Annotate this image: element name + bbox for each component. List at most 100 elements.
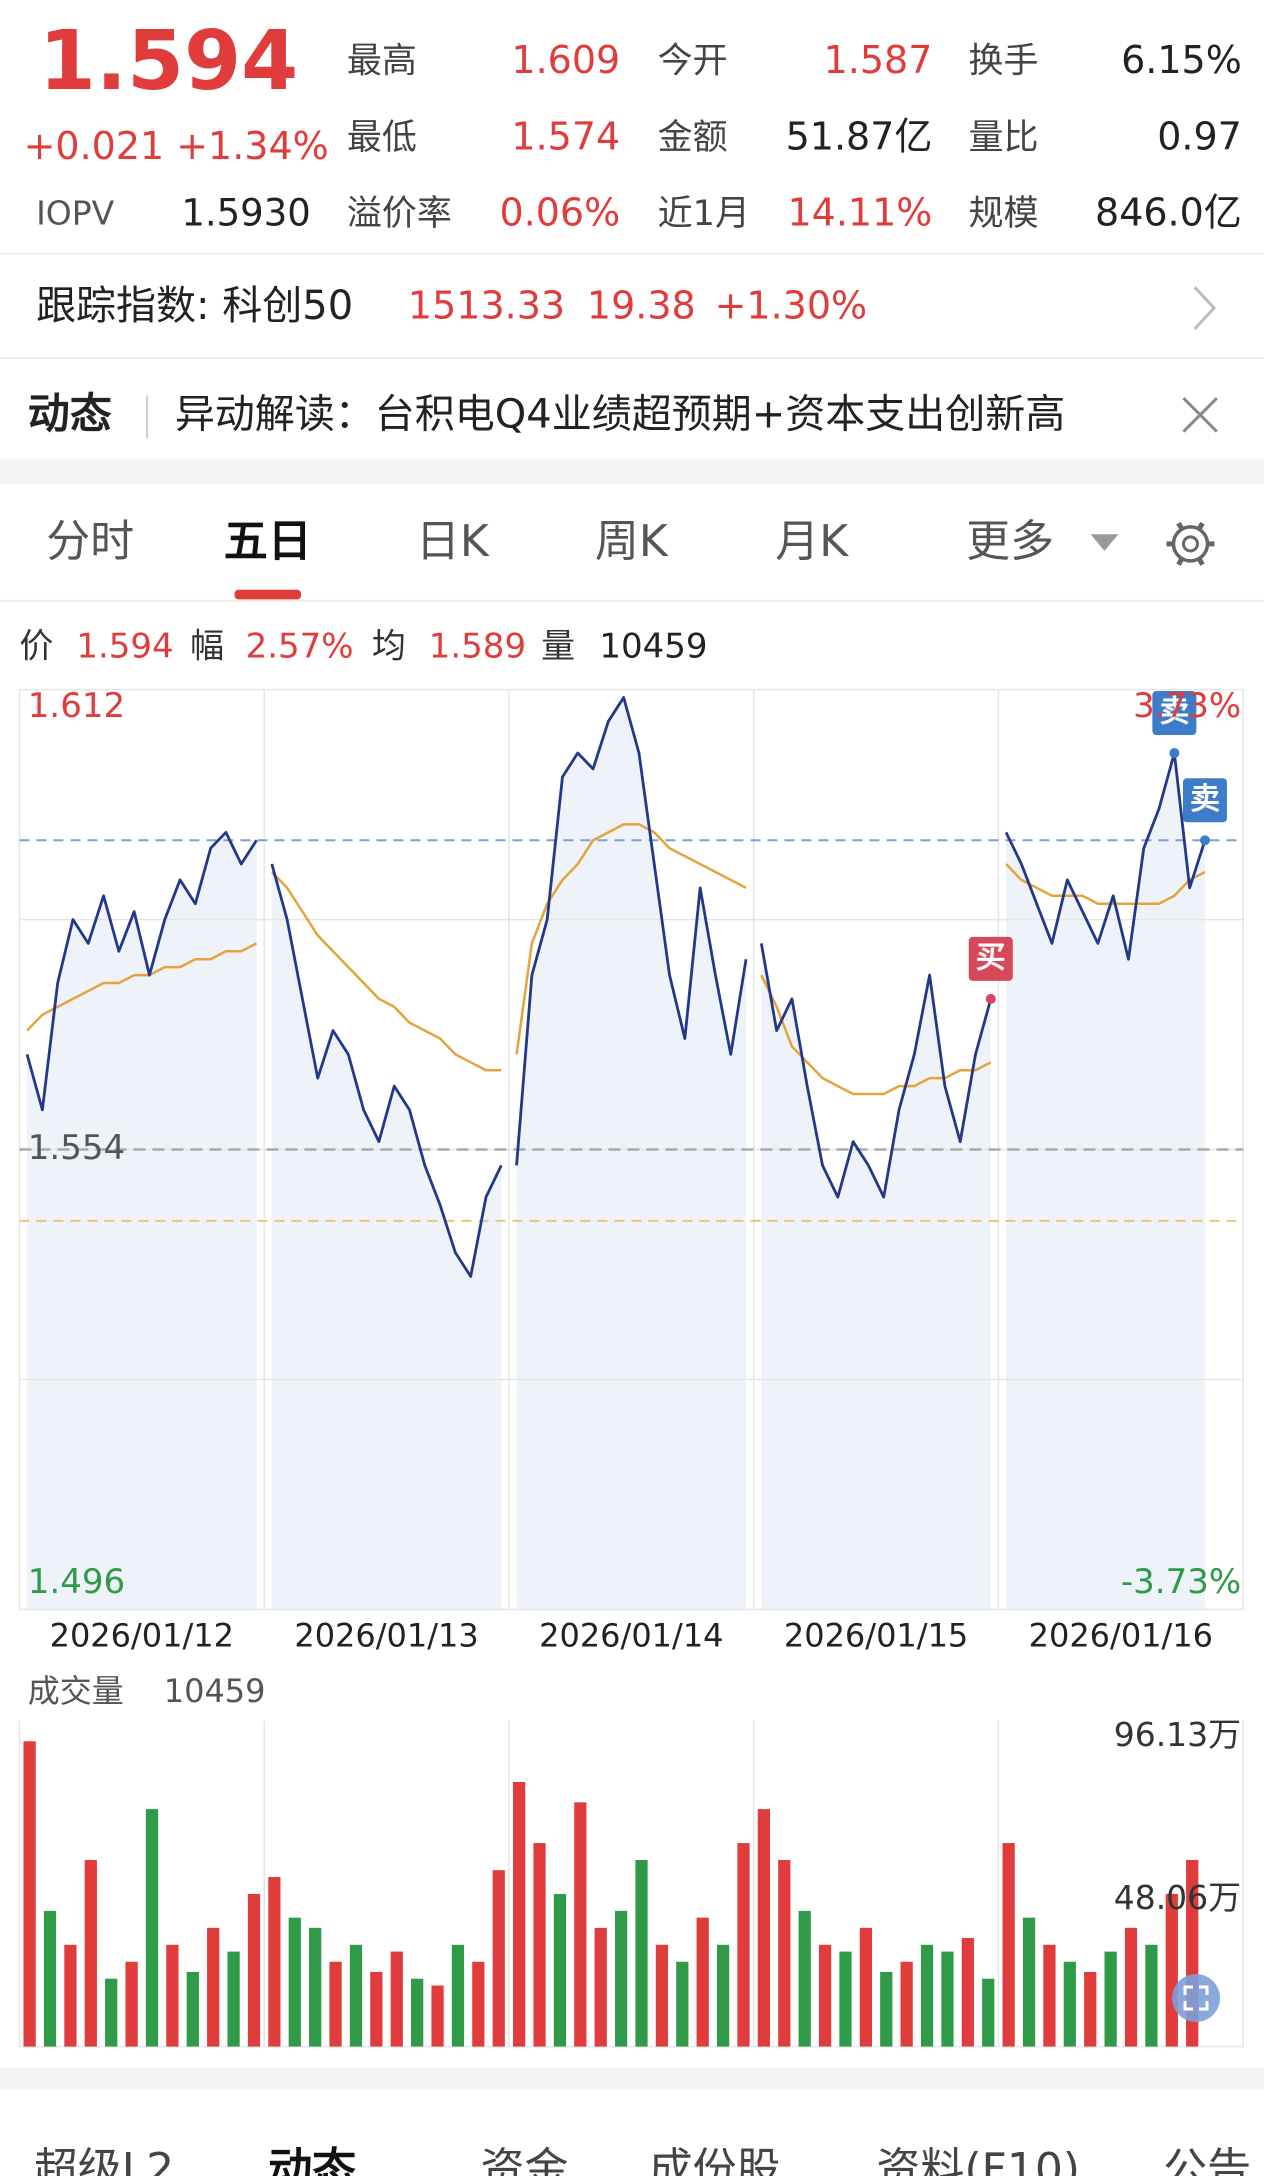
info-value: 2.57%	[246, 626, 354, 666]
settings-icon-core	[1181, 535, 1199, 553]
period-tab[interactable]: 日K	[416, 516, 490, 567]
average-line	[515, 823, 747, 1055]
section-gap	[0, 2067, 1264, 2090]
stat-label: 最高	[347, 41, 417, 81]
news-tag: 动态	[28, 389, 112, 438]
price-change: +0.021	[24, 124, 165, 168]
index-value: 1513.33	[408, 284, 565, 328]
volume-bar	[1043, 1944, 1056, 2047]
index-change: 19.38	[587, 284, 696, 328]
stat-value: 846.0亿	[1095, 191, 1242, 235]
volume-bar	[798, 1910, 811, 2047]
volume-bar	[105, 1978, 118, 2047]
y2-tick-label: -3.73%	[1121, 1562, 1241, 1602]
period-tab[interactable]: 更多	[966, 516, 1054, 567]
volume-tick-label: 48.06万	[1114, 1878, 1241, 1917]
volume-bar	[614, 1910, 628, 2047]
bottom-tab[interactable]: 资料(F10)	[876, 2144, 1080, 2176]
period-tab[interactable]: 五日	[224, 516, 312, 567]
volume-bar	[920, 1944, 934, 2047]
trade-badge[interactable]	[1152, 691, 1197, 736]
average-line	[270, 871, 502, 1072]
period-tab[interactable]: 分时	[46, 516, 134, 567]
volume-bar	[757, 1809, 771, 2047]
volume-bar	[778, 1860, 791, 2047]
fullscreen-button[interactable]	[1172, 1974, 1221, 2022]
stat-label: 溢价率	[347, 194, 452, 234]
stat-value: 0.06%	[499, 191, 620, 235]
info-value: 1.589	[429, 626, 526, 666]
bottom-tab[interactable]: 成份股	[649, 2144, 781, 2176]
volume-bar	[818, 1944, 832, 2047]
y-tick-label: 1.554	[28, 1128, 125, 1168]
fullscreen-icon	[1183, 1985, 1209, 2011]
info-label: 价	[19, 626, 53, 666]
volume-bar	[880, 1971, 893, 2047]
trade-badge-text: 卖	[1190, 782, 1220, 817]
bottom-tab[interactable]: 公告	[1163, 2144, 1251, 2176]
trade-badge-text: 卖	[1159, 695, 1189, 730]
close-icon[interactable]	[1182, 397, 1218, 433]
stat-label: 换手	[968, 41, 1038, 81]
period-tab[interactable]: 周K	[595, 516, 669, 567]
dropdown-triangle[interactable]	[1090, 534, 1119, 551]
stat-label: 最低	[347, 118, 417, 158]
volume-bar	[84, 1860, 97, 2047]
news-text[interactable]: 异动解读：台积电Q4业绩超预期+资本支出创新高	[175, 391, 1065, 437]
trade-dot	[1169, 748, 1180, 759]
volume-bar	[492, 1870, 505, 2047]
info-label: 量	[541, 626, 575, 666]
x-tick-label: 2026/01/16	[1029, 1616, 1213, 1654]
stat-value: 0.97	[1157, 114, 1242, 158]
stat-value: 1.587	[824, 38, 933, 82]
price-line	[270, 863, 503, 1278]
volume-bar	[64, 1944, 77, 2047]
volume-bar	[370, 1971, 383, 2047]
chevron[interactable]	[1193, 286, 1217, 330]
volume-bar	[941, 1951, 954, 2047]
average-line	[26, 942, 258, 1032]
trade-badge[interactable]	[1182, 778, 1227, 823]
volume-bar	[553, 1893, 567, 2047]
volume-latest: 10459	[164, 1672, 266, 1710]
period-tab[interactable]: 月K	[775, 516, 849, 567]
bottom-tab[interactable]: 资金	[480, 2144, 568, 2176]
trade-badge[interactable]	[968, 936, 1013, 981]
volume-bar	[1063, 1961, 1076, 2047]
info-value: 10459	[599, 626, 707, 666]
bottom-tab[interactable]: 动态	[268, 2144, 356, 2176]
section-gap	[0, 459, 1264, 485]
info-value: 1.594	[76, 626, 173, 666]
volume-bar	[859, 1927, 872, 2047]
price-area	[1006, 753, 1205, 1610]
settings-tooth	[1176, 521, 1185, 531]
index-label: 跟踪指数: 科创50	[36, 283, 353, 329]
stat-value: 14.11%	[787, 191, 932, 235]
volume-bar	[43, 1910, 57, 2047]
price-area	[761, 943, 991, 1610]
volume-bar	[635, 1860, 648, 2047]
active-underline	[234, 589, 302, 600]
stat-label: 规模	[968, 194, 1038, 234]
bottom-tab[interactable]: 超级L2	[34, 2144, 175, 2176]
volume-bar	[207, 1927, 220, 2047]
volume-bar	[125, 1961, 138, 2047]
price-line	[515, 696, 748, 1166]
stat-label: 量比	[968, 118, 1038, 158]
iopv-label: IOPV	[36, 194, 115, 233]
price-line	[1004, 751, 1207, 961]
volume-bar	[1145, 1944, 1158, 2047]
volume-bar	[227, 1951, 240, 2047]
volume-bar	[349, 1944, 363, 2047]
price-area	[516, 697, 747, 1610]
volume-bar	[166, 1944, 179, 2047]
trade-dot	[985, 993, 996, 1004]
stat-value: 6.15%	[1121, 38, 1242, 82]
volume-bar	[716, 1944, 730, 2047]
volume-bar	[900, 1961, 913, 2047]
settings-tooth	[1176, 557, 1185, 566]
volume-bar	[737, 1843, 750, 2047]
trade-badge-text: 买	[976, 940, 1006, 975]
stat-label: 今开	[658, 41, 728, 81]
stat-label: 近1月	[658, 194, 750, 234]
